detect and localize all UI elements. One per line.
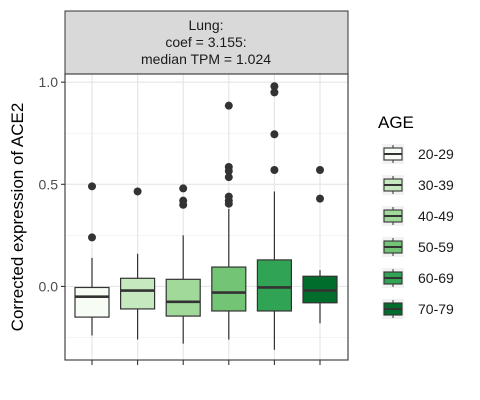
outlier-point	[224, 199, 233, 208]
outlier-point	[270, 88, 279, 97]
facet-strip	[64, 10, 349, 75]
box-group	[302, 166, 338, 324]
outlier-point	[316, 194, 324, 203]
legend: 20-29 30-39 40-49 50-59 60-69 70-79	[382, 144, 454, 319]
y-axis-label: Corrected expression of ACE2	[8, 103, 27, 332]
outlier-point	[88, 233, 96, 242]
legend-title: AGE	[378, 113, 414, 132]
outlier-point	[224, 101, 233, 110]
legend-label: 70-79	[418, 301, 454, 317]
legend-label: 60-69	[418, 270, 454, 286]
box-group	[74, 182, 110, 336]
legend-item: 50-59	[382, 237, 454, 257]
outlier-point	[270, 130, 279, 139]
legend-item: 40-49	[382, 206, 454, 226]
legend-label: 50-59	[418, 239, 454, 255]
plot-panel-border	[64, 73, 349, 361]
outlier-point	[179, 184, 188, 193]
box-group	[211, 101, 247, 340]
box	[256, 259, 292, 312]
facet-title-line-2: coef = 3.155:	[165, 34, 246, 50]
outlier-point	[88, 182, 96, 191]
box-group	[119, 187, 156, 340]
legend-label: 40-49	[418, 208, 454, 224]
box-groups	[74, 82, 338, 350]
x-axis	[91, 360, 321, 365]
legend-item: 30-39	[382, 175, 454, 195]
outlier-point	[270, 166, 279, 175]
outlier-point	[224, 173, 233, 182]
legend-label: 20-29	[418, 146, 454, 162]
legend-item: 20-29	[382, 144, 454, 164]
box-group	[256, 82, 292, 350]
legend-label: 30-39	[418, 177, 454, 193]
y-tick-label: 1.0	[39, 74, 59, 90]
outlier-point	[179, 200, 188, 209]
outlier-point	[224, 167, 233, 176]
y-axis: 0.0 0.5 1.0	[39, 74, 65, 294]
plot-panel	[65, 74, 348, 360]
legend-item: 60-69	[382, 268, 454, 288]
outlier-point	[316, 166, 324, 175]
y-tick-label: 0.5	[39, 176, 59, 192]
box	[119, 277, 156, 310]
box	[211, 266, 247, 312]
outlier-point	[270, 82, 279, 91]
facet-title-line-3: median TPM = 1.024	[141, 51, 271, 67]
y-tick-label: 0.0	[39, 278, 59, 294]
outlier-point	[133, 187, 142, 196]
box	[165, 278, 201, 317]
box	[74, 286, 110, 318]
facet-title-line-1: Lung:	[188, 17, 223, 33]
box-group	[165, 184, 201, 344]
legend-item: 70-79	[382, 299, 454, 319]
